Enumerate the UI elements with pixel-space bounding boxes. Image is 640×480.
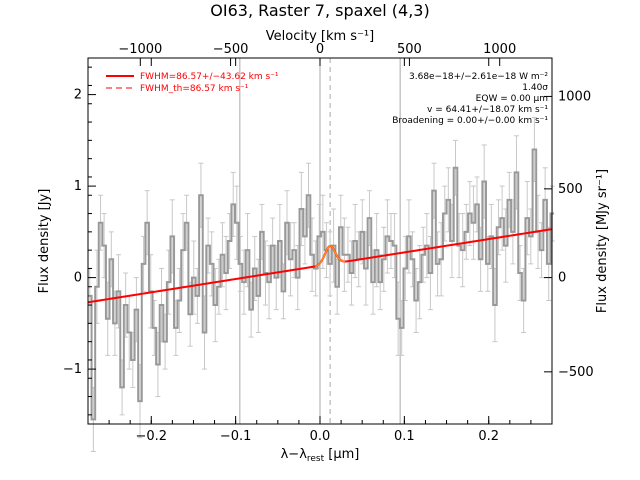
y-tick-label: 1 (74, 179, 82, 194)
top-tick-label: −1000 (118, 42, 162, 57)
legend-label-solid: FWHM=86.57+/−43.62 km s⁻¹ (140, 72, 279, 82)
top-tick-label: 1000 (483, 42, 516, 57)
right-tick-label: 500 (558, 182, 583, 197)
spectrum-histogram (88, 148, 555, 421)
x-axis-label-main: λ−λ (281, 447, 308, 462)
x-axis-label: λ−λrest [μm] (281, 447, 360, 464)
top-tick-label: 500 (397, 42, 422, 57)
y-tick-label: 2 (74, 88, 82, 103)
x-tick-label: 0.1 (394, 429, 415, 444)
x-tick-label: 0.0 (310, 429, 331, 444)
right-tick-label: 0 (558, 271, 566, 286)
top-tick-label: 0 (316, 42, 324, 57)
x-tick-label: −0.2 (135, 429, 167, 444)
fit-annotation: EQW = 0.00 μm (476, 94, 548, 104)
y-axis-label-right: Flux density [MJy sr⁻¹] (595, 169, 610, 313)
fit-annotation: 1.40σ (522, 83, 548, 93)
chart-title: OI63, Raster 7, spaxel (4,3) (210, 1, 429, 20)
fit-annotation: 3.68e−18+/−2.61e−18 W m⁻² (409, 72, 548, 82)
top-tick-label: −500 (213, 42, 249, 57)
fit-annotation: Broadening = 0.00+/−0.00 km s⁻¹ (392, 116, 548, 126)
right-tick-label: −500 (558, 365, 594, 380)
y-tick-label: 0 (74, 271, 82, 286)
fit-annotation: v = 64.41+/−18.07 km s⁻¹ (427, 105, 548, 115)
x-axis-label-sub: rest (307, 454, 325, 464)
legend-label-dashed: FWHM_th=86.57 km s⁻¹ (140, 84, 249, 94)
plot-area: −0.2 −0.1 0.0 0.1 0.2 −1000 −500 0 500 1000 −1 0 1 2 −… (63, 42, 594, 452)
gaussian-component (314, 245, 346, 268)
y-tick-label: −1 (63, 362, 82, 377)
right-tick-label: 1000 (558, 89, 591, 104)
y-axis-label-left: Flux density [Jy] (37, 189, 52, 294)
x-axis-label-unit: [μm] (324, 447, 359, 462)
x-tick-label: 0.2 (478, 429, 499, 444)
top-axis-label: Velocity [km s⁻¹] (266, 29, 374, 44)
x-tick-label: −0.1 (220, 429, 252, 444)
